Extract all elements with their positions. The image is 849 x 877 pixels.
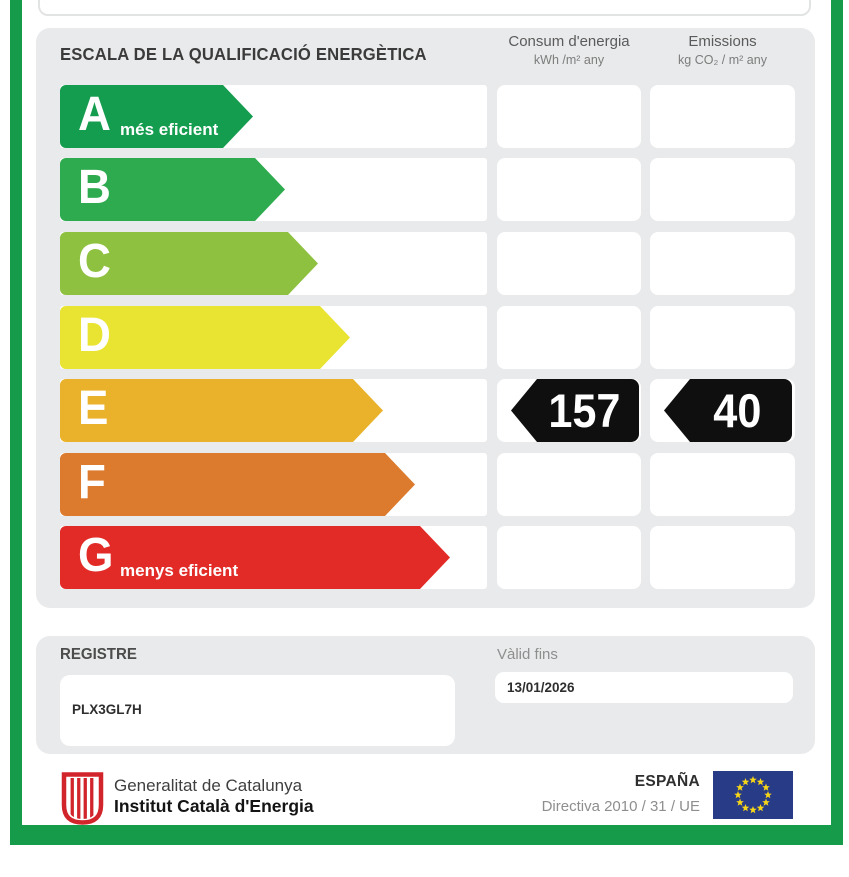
valid-until-label: Vàlid fins	[497, 646, 558, 663]
rating-note-most-efficient: més eficient	[120, 120, 219, 139]
rating-letter-c: C	[78, 234, 111, 288]
rating-arrow-a: A més eficient	[60, 85, 253, 148]
registre-value-box: PLX3GL7H	[60, 675, 455, 746]
consum-column-header: Consum d'energia kWh /m² any	[497, 33, 641, 67]
country-directive-block: ESPAÑA Directiva 2010 / 31 / UE	[450, 773, 700, 815]
consum-cell	[497, 526, 641, 589]
consum-cell	[497, 232, 641, 295]
emissions-cell	[650, 306, 795, 369]
consum-cell: 157	[497, 379, 641, 442]
emissions-column-header: Emissions kg CO₂ / m² any	[650, 33, 795, 67]
generalitat-shield-icon	[61, 772, 104, 825]
directive-label: Directiva 2010 / 31 / UE	[541, 798, 700, 815]
rating-arrow-f: F	[60, 453, 415, 516]
valid-until-box: 13/01/2026	[495, 672, 793, 703]
registre-value: PLX3GL7H	[72, 702, 142, 717]
issuing-organization: Generalitat de Catalunya Institut Català…	[114, 775, 314, 817]
emissions-cell	[650, 158, 795, 221]
shield-stripes	[70, 778, 94, 819]
emissions-cell	[650, 526, 795, 589]
rating-arrow-d: D	[60, 306, 350, 369]
rating-arrow-e: E	[60, 379, 383, 442]
emissions-cell: 40	[650, 379, 795, 442]
consum-value: 157	[548, 384, 621, 437]
emissions-column-unit: kg CO₂ / m² any	[678, 53, 767, 67]
scale-row-g: G menys eficient	[0, 526, 849, 589]
scale-row-d: D	[0, 306, 849, 369]
consum-cell	[497, 306, 641, 369]
rating-letter-b: B	[78, 160, 111, 214]
rating-arrow-b: B	[60, 158, 285, 221]
rating-letter-d: D	[78, 308, 111, 362]
scale-row-b: B	[0, 158, 849, 221]
emissions-cell	[650, 232, 795, 295]
eu-flag-icon	[713, 771, 793, 819]
rating-letter-g: G	[78, 528, 114, 582]
country-label: ESPAÑA	[634, 773, 700, 790]
rating-letter-f: F	[78, 455, 106, 509]
previous-section-box-edge	[38, 0, 811, 16]
scale-row-f: F	[0, 453, 849, 516]
shield-outline	[61, 772, 104, 825]
org-name-line2: Institut Català d'Energia	[114, 796, 314, 816]
rating-arrow-c: C	[60, 232, 318, 295]
scale-row-c: C	[0, 232, 849, 295]
org-name-line1: Generalitat de Catalunya	[114, 776, 303, 795]
consum-cell	[497, 158, 641, 221]
valid-until-value: 13/01/2026	[507, 680, 575, 695]
frame-bottom-bar	[10, 825, 843, 845]
scale-row-a: A més eficient	[0, 85, 849, 148]
rating-arrow-g: G menys eficient	[60, 526, 450, 589]
frame-right-bar	[831, 0, 843, 845]
emissions-column-title: Emissions	[688, 33, 757, 50]
emissions-cell	[650, 85, 795, 148]
registre-label: REGISTRE	[60, 646, 137, 663]
rating-note-least-efficient: menys eficient	[120, 561, 239, 580]
consum-cell	[497, 85, 641, 148]
emissions-cell	[650, 453, 795, 516]
consum-cell	[497, 453, 641, 516]
rating-letter-e: E	[78, 381, 109, 435]
consum-column-unit: kWh /m² any	[533, 53, 605, 67]
emissions-value-arrow: 40	[664, 379, 792, 442]
frame-left-bar	[10, 0, 22, 845]
emissions-value: 40	[713, 384, 762, 437]
rating-letter-a: A	[78, 87, 111, 141]
scale-title: ESCALA DE LA QUALIFICACIÓ ENERGÈTICA	[60, 44, 427, 64]
consum-column-title: Consum d'energia	[508, 33, 630, 50]
scale-row-e: 157 40 E	[0, 379, 849, 442]
consum-value-arrow: 157	[511, 379, 639, 442]
